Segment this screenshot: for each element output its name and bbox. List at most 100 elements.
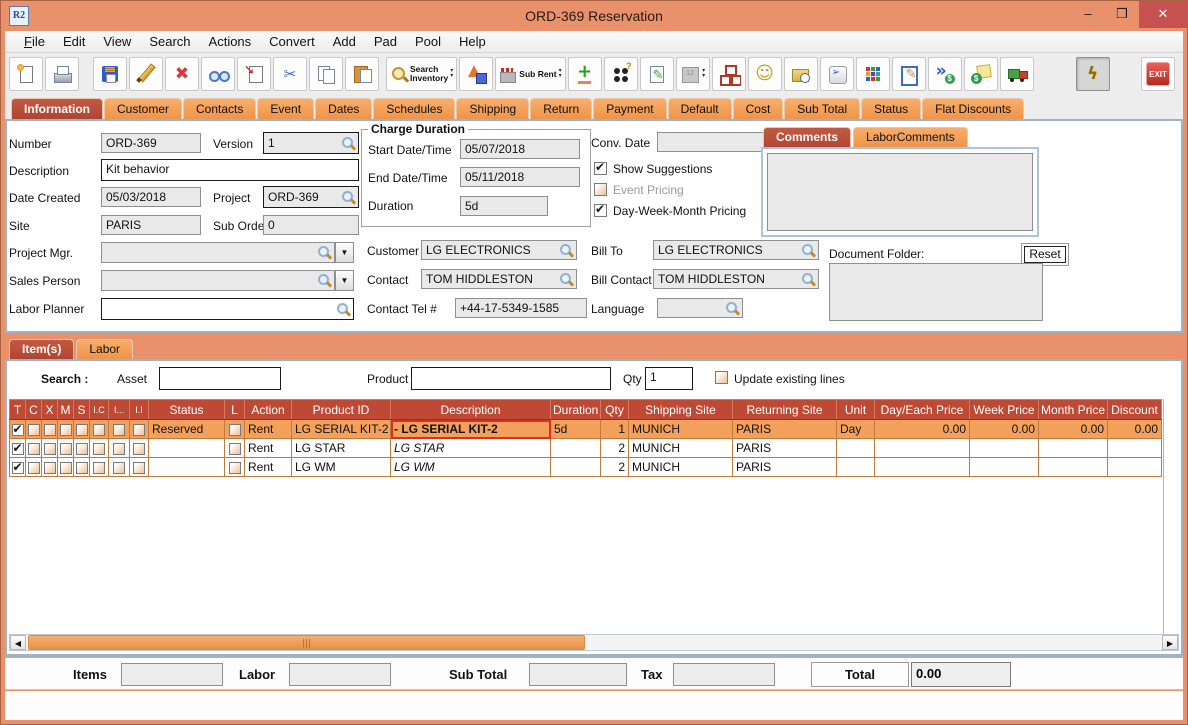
shortcut-key-button[interactable]	[819, 57, 854, 91]
row-checkbox-idots[interactable]	[113, 423, 125, 436]
query-group-button[interactable]	[603, 57, 638, 91]
tab-customer[interactable]: Customer	[104, 98, 183, 119]
copy-special-button[interactable]	[237, 57, 271, 91]
row-checkbox-idots[interactable]	[113, 461, 125, 474]
paste-button[interactable]	[345, 57, 379, 91]
row-checkbox-m[interactable]	[59, 442, 72, 455]
exit-button[interactable]: EXIT	[1141, 57, 1175, 91]
tab-return[interactable]: Return	[530, 98, 593, 119]
scrollbar-track[interactable]	[26, 635, 1162, 650]
tab-shipping[interactable]: Shipping	[456, 98, 530, 119]
menu-file[interactable]: File	[24, 34, 45, 49]
chevron-down-icon[interactable]: ▾ ▾	[702, 68, 706, 79]
tab-flat-discounts[interactable]: Flat Discounts	[922, 98, 1025, 119]
money-notes-button[interactable]	[963, 57, 998, 91]
number-field[interactable]: ORD-369	[101, 133, 201, 153]
sub-rent-button[interactable]: Sub Rent ▾ ▾	[495, 57, 566, 91]
asset-input[interactable]	[159, 367, 281, 390]
row-checkbox-x[interactable]	[43, 423, 56, 436]
search-icon[interactable]	[725, 301, 740, 316]
notes-button[interactable]	[639, 57, 674, 91]
smiley-button[interactable]: ☺	[747, 57, 782, 91]
inventory-cubes-button[interactable]	[855, 57, 890, 91]
search-icon[interactable]	[801, 243, 816, 258]
tab-schedules[interactable]: Schedules	[373, 98, 456, 119]
tab-default[interactable]: Default	[667, 98, 732, 119]
row-checkbox-ic[interactable]	[93, 423, 105, 436]
conv-date-field[interactable]	[657, 132, 773, 152]
quick-action-button[interactable]: ϟ	[1075, 57, 1110, 91]
row-checkbox-ic[interactable]	[93, 461, 105, 474]
row-checkbox-l[interactable]	[228, 442, 241, 455]
search-icon[interactable]	[559, 272, 574, 287]
menu-add[interactable]: Add	[332, 34, 356, 49]
edit-document-button[interactable]	[891, 57, 926, 91]
new-document-button[interactable]	[9, 57, 43, 91]
customer-field[interactable]: LG ELECTRONICS	[421, 240, 577, 260]
forward-money-button[interactable]	[927, 57, 962, 91]
scroll-right-arrow[interactable]: ▶	[1162, 635, 1178, 650]
qty-input[interactable]: 1	[645, 367, 693, 390]
table-row[interactable]: Rent LG STAR LG STAR 2 MUNICH PARIS	[9, 438, 1162, 458]
search-icon[interactable]	[801, 272, 816, 287]
day-week-month-checkbox[interactable]	[594, 202, 607, 217]
document-folder-box[interactable]	[829, 263, 1043, 321]
vertical-scrollbar[interactable]	[1163, 399, 1177, 634]
maximize-button[interactable]: ❒	[1116, 6, 1128, 21]
row-checkbox-ii[interactable]	[133, 423, 145, 436]
row-checkbox-idots[interactable]	[113, 442, 125, 455]
folder-history-button[interactable]	[783, 57, 818, 91]
search-icon[interactable]	[317, 273, 332, 288]
tab-dates[interactable]: Dates	[315, 98, 373, 119]
product-input[interactable]	[411, 367, 611, 390]
table-row[interactable]: Reserved Rent LG SERIAL KIT-2 - LG SERIA…	[9, 419, 1162, 439]
close-button[interactable]: ✕	[1139, 1, 1187, 28]
row-checkbox-m[interactable]	[59, 461, 72, 474]
hierarchy-button[interactable]	[711, 57, 746, 91]
row-checkbox-s[interactable]	[75, 461, 88, 474]
calendar-button[interactable]: ▾▾	[675, 57, 710, 91]
search-icon[interactable]	[341, 190, 356, 205]
chevron-down-icon[interactable]: ▾ ▾	[558, 68, 562, 79]
menu-pad[interactable]: Pad	[373, 34, 397, 49]
reset-button[interactable]: Reset	[1021, 243, 1069, 266]
tab-contacts[interactable]: Contacts	[183, 98, 257, 119]
row-checkbox-s[interactable]	[75, 423, 88, 436]
add-line-button[interactable]: +	[567, 57, 602, 91]
menu-search[interactable]: Search	[149, 34, 191, 49]
sales-person-field[interactable]	[101, 270, 335, 291]
date-created-field[interactable]: 05/03/2018	[101, 187, 201, 207]
minimize-button[interactable]: –	[1084, 6, 1092, 21]
description-field[interactable]: Kit behavior	[101, 159, 359, 181]
horizontal-scrollbar[interactable]: ◀ ▶	[9, 634, 1179, 651]
delete-button[interactable]: ✖	[165, 57, 199, 91]
edit-button[interactable]	[129, 57, 163, 91]
row-checkbox-t[interactable]	[11, 422, 24, 436]
comments-textarea[interactable]	[767, 153, 1033, 231]
table-row[interactable]: Rent LG WM LG WM 2 MUNICH PARIS	[9, 457, 1162, 477]
row-checkbox-ii[interactable]	[133, 442, 145, 455]
search-icon[interactable]	[559, 243, 574, 258]
row-checkbox-ii[interactable]	[133, 461, 145, 474]
row-checkbox-c[interactable]	[27, 423, 40, 436]
cut-button[interactable]: ✂	[273, 57, 307, 91]
search-icon[interactable]	[317, 245, 332, 260]
row-checkbox-t[interactable]	[11, 460, 24, 474]
menu-edit[interactable]: Edit	[62, 34, 86, 49]
end-date-field[interactable]: 05/11/2018	[460, 167, 580, 187]
save-button[interactable]	[93, 57, 127, 91]
scroll-left-arrow[interactable]: ◀	[10, 635, 26, 650]
tab-payment[interactable]: Payment	[593, 98, 667, 119]
tab-status[interactable]: Status	[861, 98, 922, 119]
menu-view[interactable]: View	[103, 34, 132, 49]
start-date-field[interactable]: 05/07/2018	[460, 139, 580, 159]
project-mgr-dropdown[interactable]: ▼	[335, 242, 354, 263]
delivery-truck-button[interactable]	[999, 57, 1034, 91]
tab-comments[interactable]: Comments	[763, 127, 852, 147]
print-button[interactable]	[45, 57, 79, 91]
row-checkbox-m[interactable]	[59, 423, 72, 436]
contact-tel-field[interactable]: +44-17-5349-1585	[455, 298, 587, 318]
tab-cost[interactable]: Cost	[732, 98, 784, 119]
row-checkbox-ic[interactable]	[93, 442, 105, 455]
tab-labor-comments[interactable]: LaborComments	[853, 127, 968, 147]
